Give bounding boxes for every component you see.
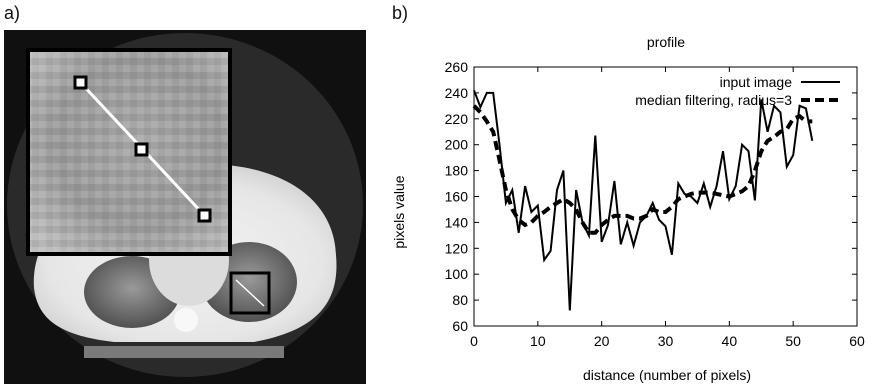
y-tick-label: 80 bbox=[452, 292, 468, 308]
x-tick-label: 50 bbox=[785, 333, 801, 349]
series-line-input-image bbox=[473, 89, 814, 311]
legend-label: input image bbox=[720, 74, 793, 90]
y-axis-label: pixels value bbox=[391, 175, 407, 248]
y-tick-label: 160 bbox=[445, 189, 469, 205]
ct-spine bbox=[174, 308, 198, 332]
y-tick-label: 140 bbox=[445, 214, 469, 230]
series-layer bbox=[472, 89, 814, 311]
profile-chart: profile pixels value distance (number of… bbox=[391, 34, 865, 383]
x-axis-label: distance (number of pixels) bbox=[583, 367, 751, 383]
ct-table bbox=[84, 346, 284, 358]
y-tick-label: 180 bbox=[445, 163, 469, 179]
y-tick-label: 100 bbox=[445, 266, 469, 282]
x-tick-label: 40 bbox=[722, 333, 738, 349]
chart-title: profile bbox=[647, 34, 685, 50]
ct-image-panel bbox=[4, 30, 366, 384]
series-line-median-filtering bbox=[472, 104, 813, 235]
zoom-profile-start-marker bbox=[73, 75, 88, 90]
x-tick-label: 20 bbox=[594, 333, 610, 349]
axes-layer: 60 80 100 120 140 160 180 200 220 240 260 0 10 20 30 40… bbox=[445, 59, 865, 349]
x-tick-label: 0 bbox=[470, 333, 478, 349]
panel-label-a: a) bbox=[4, 3, 21, 23]
y-tick-label: 220 bbox=[445, 111, 469, 127]
y-tick-label: 200 bbox=[445, 137, 469, 153]
y-tick-label: 120 bbox=[445, 240, 469, 256]
ct-roi-box bbox=[229, 271, 271, 315]
legend-label: median filtering, radius=3 bbox=[635, 92, 792, 108]
ct-roi-line bbox=[235, 279, 265, 307]
legend: input image median filtering, radius=3 bbox=[635, 74, 840, 108]
x-tick-label: 30 bbox=[658, 333, 674, 349]
zoom-profile-end-marker bbox=[197, 208, 212, 223]
panel-label-b: b) bbox=[392, 3, 409, 23]
y-tick-label: 260 bbox=[445, 59, 469, 75]
y-tick-label: 60 bbox=[452, 318, 468, 334]
x-tick-label: 60 bbox=[849, 333, 865, 349]
zoom-profile-mid-marker bbox=[134, 142, 149, 157]
x-tick-label: 10 bbox=[530, 333, 546, 349]
y-tick-label: 240 bbox=[445, 85, 469, 101]
zoom-inset-texture bbox=[30, 52, 228, 252]
